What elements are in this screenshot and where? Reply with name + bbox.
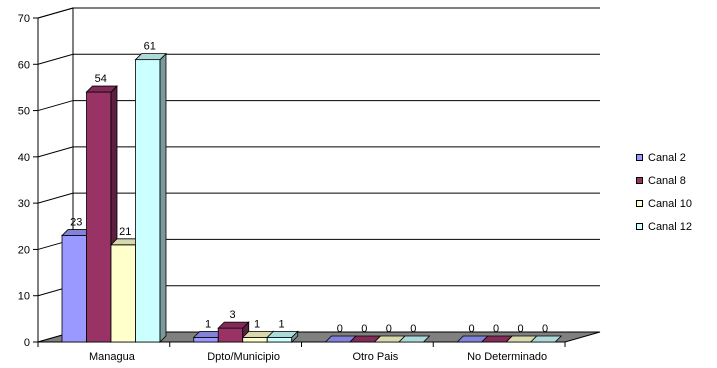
bar-front <box>266 336 293 343</box>
bars <box>61 52 563 343</box>
bar-front <box>86 91 112 343</box>
data-label: 0 <box>410 323 416 335</box>
data-labels: 23 54 21 61 1 3 1 1 0 0 0 0 0 0 0 0 <box>70 41 548 335</box>
y-tick-label: 60 <box>18 59 30 71</box>
x-tick-label: Otro Pais <box>352 351 398 363</box>
bar <box>398 335 431 343</box>
y-tick-label: 0 <box>24 337 30 349</box>
gridline-depth <box>37 146 74 158</box>
data-label: 1 <box>278 318 284 330</box>
data-label: 54 <box>95 73 107 85</box>
bar-front <box>61 235 87 343</box>
data-label: 0 <box>468 323 474 335</box>
legend-label: Canal 12 <box>648 220 693 233</box>
bar-front <box>135 59 161 343</box>
bar-top <box>134 53 167 61</box>
y-tick-label: 30 <box>18 198 30 210</box>
legend-item: Canal 2 <box>636 146 692 169</box>
y-tick-label: 50 <box>18 106 30 118</box>
bar-top <box>529 335 563 343</box>
bar-front <box>193 336 219 343</box>
data-label: 21 <box>119 226 131 238</box>
bar-top <box>266 330 299 338</box>
gridline-depth <box>37 53 74 65</box>
x-tick-label: Dpto/Municipio <box>207 351 280 363</box>
data-label: 1 <box>205 318 211 330</box>
data-label: 0 <box>542 323 548 335</box>
data-label: 1 <box>254 318 260 330</box>
data-label: 0 <box>337 323 343 335</box>
bar-front <box>217 327 244 343</box>
y-tick-label: 20 <box>18 244 30 256</box>
legend-item: Canal 10 <box>636 192 692 215</box>
data-label: 0 <box>493 323 499 335</box>
legend-swatch-canal-10 <box>636 200 643 207</box>
gridline-depth <box>37 192 74 204</box>
bar <box>134 52 167 343</box>
legend-item: Canal 12 <box>636 215 692 238</box>
bar-front <box>242 336 268 343</box>
y-axis: 0 10 20 30 40 50 60 70 <box>18 13 39 349</box>
bar-front <box>110 244 136 343</box>
legend-label: Canal 2 <box>648 151 686 164</box>
gridline-depth <box>37 7 74 19</box>
gridline-depth <box>37 100 74 112</box>
legend-item: Canal 8 <box>636 169 692 192</box>
legend-swatch-canal-12 <box>636 223 643 230</box>
x-tick-label: No Determinado <box>467 351 547 363</box>
data-label: 0 <box>361 323 367 335</box>
bar <box>529 335 563 343</box>
data-label: 0 <box>386 323 392 335</box>
x-tick-label: Managua <box>89 351 136 363</box>
bar-side <box>159 52 167 343</box>
y-tick-label: 10 <box>18 291 30 303</box>
bar-top <box>398 335 431 343</box>
legend-label: Canal 10 <box>648 197 693 210</box>
legend-swatch-canal-2 <box>636 154 643 161</box>
data-label: 23 <box>70 217 82 229</box>
legend: Canal 2 Canal 8 Canal 10 Canal 12 <box>636 146 692 238</box>
bar-top <box>85 85 118 93</box>
x-axis: Managua Dpto/Municipio Otro Pais No Determi… <box>37 342 566 363</box>
data-label: 61 <box>144 41 156 53</box>
legend-swatch-canal-8 <box>636 177 643 184</box>
y-tick-label: 40 <box>18 152 30 164</box>
data-label: 3 <box>229 309 235 321</box>
bar-top <box>217 321 250 329</box>
data-label: 0 <box>517 323 523 335</box>
legend-label: Canal 8 <box>648 174 686 187</box>
y-tick-label: 70 <box>18 13 30 25</box>
bar <box>266 330 299 343</box>
